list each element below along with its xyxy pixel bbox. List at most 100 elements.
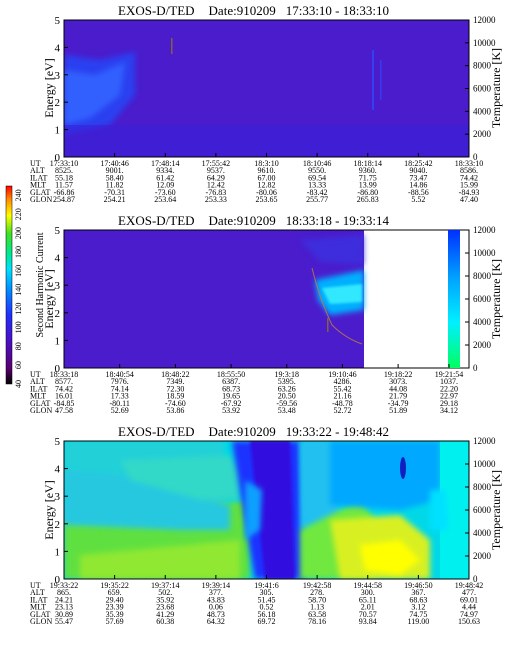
table-cell: -67.92 [221,399,242,408]
table-cell: 20.50 [278,392,296,401]
table-cell: 18:48:22 [161,370,189,379]
table-cell: 18.59 [166,392,184,401]
y2-tick-label: 10000 [473,38,496,48]
table-cell: 41.29 [156,610,174,619]
table-cell: 70.57 [359,610,377,619]
y-tick-label: 1 [55,335,61,347]
panel-1-orbit-table: UT 17:33:10 17:40:46 17:48:14 17:55:42 18:3:1… [30,153,483,204]
table-cell: 17:48:14 [151,159,179,168]
table-cell: 502. [158,588,172,597]
second-harmonic-colorbar: 40 60 80 100 120 140 160 180 200 220 240 Second Ha… [5,185,46,388]
table-cell: 1037. [440,377,458,386]
table-cell: 64.29 [207,173,225,182]
table-cell: 4.44 [462,603,476,612]
table-cell: 55.18 [55,173,73,182]
panel-3-y2label: Temperature [K] [489,470,503,550]
table-cell: 305. [260,588,274,597]
table-cell: 19:46:50 [404,581,432,590]
table-cell: 35.39 [106,610,124,619]
table-cell: 21.16 [333,392,351,401]
table-cell: 9040. [409,166,427,175]
table-cell: 18:18:14 [354,159,382,168]
y2-tick-label: 0 [473,152,478,162]
table-cell: 19:41:6 [254,581,278,590]
table-cell: 71.75 [359,173,377,182]
table-cell: 17:55:42 [202,159,230,168]
y2-tick-label: 12000 [473,225,496,235]
table-cell: 18:25:42 [404,159,432,168]
y2-tick-label: 12000 [473,436,496,446]
table-cell: 8586. [460,166,478,175]
panel-1-y-axis: 0 1 2 3 4 5 [55,15,68,164]
table-cell: 254.87 [53,195,75,204]
table-cell: 150.63 [458,617,480,626]
colorbar-tick-label: 180 [14,246,23,258]
temperature-colorbar [448,230,460,368]
table-cell: 23.39 [106,603,124,612]
panel-3-ylabel: Energy [eV] [42,480,56,539]
y-tick-label: 5 [55,225,61,237]
table-cell: 58.40 [106,173,124,182]
table-row-label: ALT [30,166,45,175]
y-tick-label: 4 [55,253,61,265]
table-cell: 18:55:50 [217,370,245,379]
panel-3: EXOS-D/TED Date:910209 19:33:22 - 19:48:42… [30,424,503,626]
y-tick-label: 2 [55,97,61,109]
panel-2-y-axis: 0 1 2 3 4 5 [55,225,68,375]
table-cell: 63.58 [308,610,326,619]
table-row-label: UT [30,370,41,379]
panel-2: EXOS-D/TED Date:910209 18:33:18 - 19:33:14… [30,213,503,415]
table-row-label: GLON [30,195,52,204]
table-cell: -84.93 [459,188,480,197]
table-cell: 12.82 [258,181,276,190]
table-row-label: MLT [30,392,46,401]
table-cell: 48.73 [207,610,225,619]
table-cell: 55.42 [333,384,351,393]
table-cell: 19:21:54 [435,370,463,379]
table-cell: 93.84 [359,617,377,626]
table-cell: 53.92 [222,406,240,415]
table-cell: 477. [462,588,476,597]
table-cell: 15.99 [460,181,478,190]
panel-3-orbit-table: UT 19:33:22 19:35:22 19:37:14 19:39:14 19:41:… [30,575,483,626]
table-cell: -73.60 [155,188,176,197]
table-cell: -80.11 [110,399,130,408]
table-row-label: ALT [30,588,45,597]
table-cell: 19:18:22 [384,370,412,379]
table-cell: 253.33 [205,195,227,204]
y-tick-label: 4 [55,464,61,476]
table-cell: 56.18 [258,610,276,619]
panel-2-title: EXOS-D/TED Date:910209 18:33:18 - 19:33:14 [118,213,389,228]
table-cell: 61.42 [156,173,174,182]
table-cell: -70.31 [104,188,125,197]
table-cell: 19:35:22 [100,581,128,590]
table-cell: 19.65 [222,392,240,401]
colorbar-tick-label: 160 [14,265,23,277]
table-cell: 47.58 [55,406,73,415]
table-cell: 73.47 [409,173,427,182]
table-cell: 30.89 [55,610,73,619]
table-cell: 300. [361,588,375,597]
colorbar-label: Second Harmonic Current [35,232,46,337]
table-cell: 74.14 [111,384,129,393]
table-cell: 22.97 [440,392,458,401]
y-tick-label: 3 [55,70,61,82]
table-cell: 253.65 [256,195,278,204]
table-cell: -74.60 [165,399,186,408]
table-cell: 63.26 [278,384,296,393]
table-cell: 0.06 [209,603,223,612]
y2-tick-label: 8000 [473,482,492,492]
table-cell: 78.16 [308,617,326,626]
table-cell: 57.69 [106,617,124,626]
table-cell: 68.73 [222,384,240,393]
table-row-label: GLON [30,406,52,415]
y-tick-label: 1 [55,546,61,558]
table-row-label: GLAT [30,188,51,197]
y2-tick-label: 6000 [473,505,492,515]
table-row-label: ILAT [30,595,47,604]
table-cell: 0.52 [260,603,274,612]
table-cell: 9550. [308,166,326,175]
table-cell: 9537. [207,166,225,175]
table-cell: 11.82 [106,181,124,190]
